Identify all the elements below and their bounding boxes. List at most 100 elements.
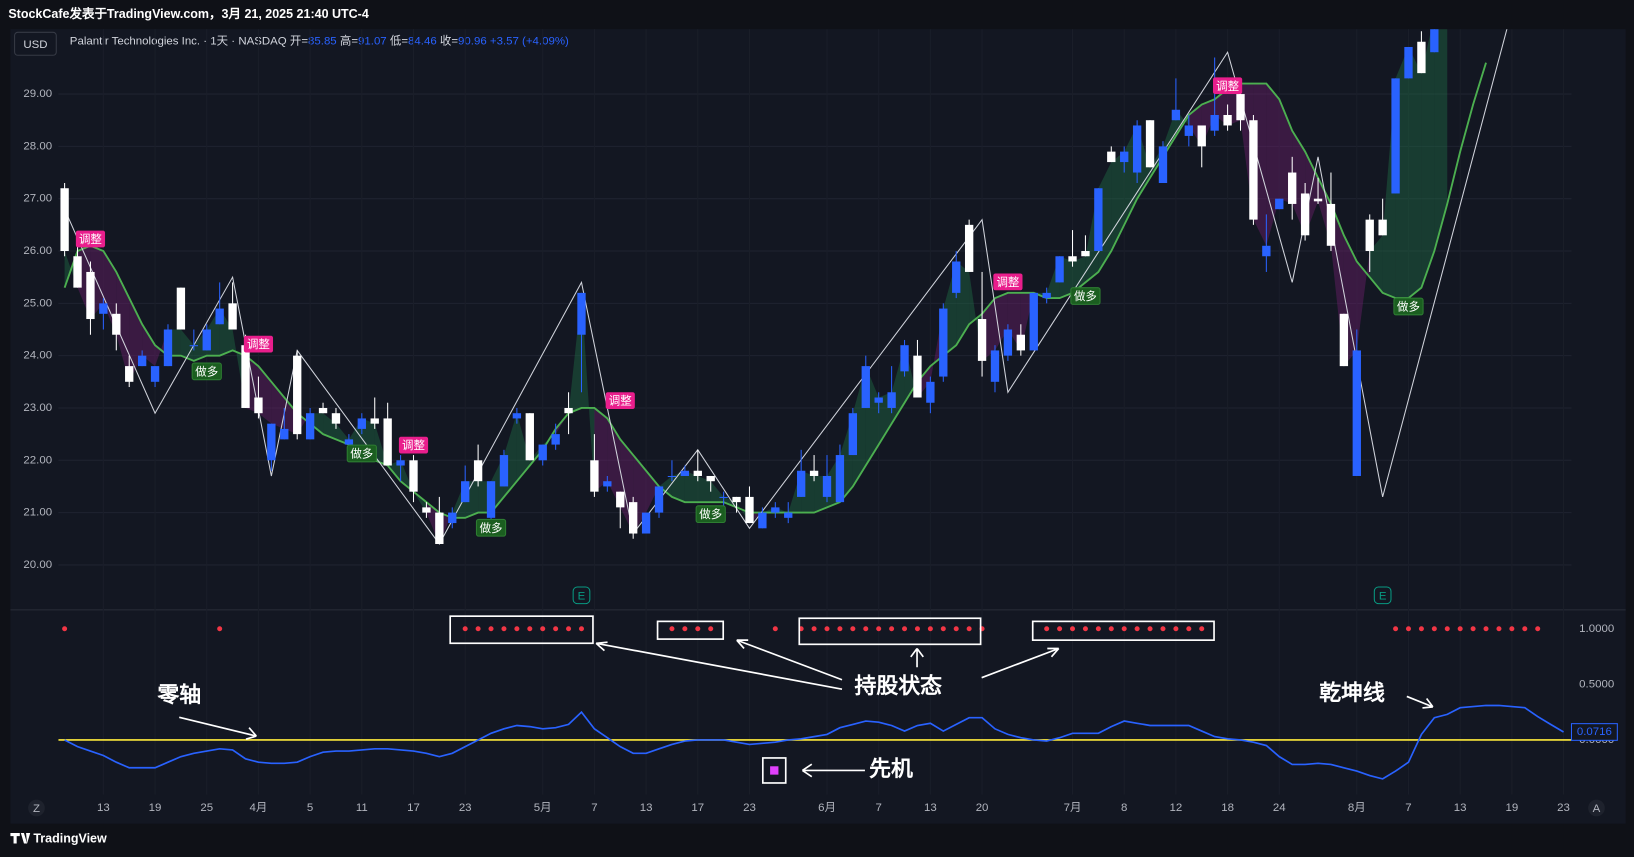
x-tick-label: 25	[200, 802, 213, 814]
candle-body	[913, 355, 922, 398]
holding-dot	[1173, 626, 1179, 632]
currency[interactable]: USD	[23, 39, 47, 51]
signal-badge	[1393, 297, 1424, 316]
candle-body	[939, 308, 948, 377]
holding-dot	[1121, 626, 1127, 632]
currency-button[interactable]	[14, 31, 57, 56]
candle-body	[887, 392, 896, 408]
candle-body	[1391, 78, 1400, 194]
header: StockCafe发表于TradingView.com，3月 21, 2025 …	[8, 6, 369, 21]
separator: ·	[231, 36, 235, 48]
holding-dot	[1393, 626, 1399, 632]
x-tick-label: 17	[691, 802, 704, 814]
signal-label: 做多	[1074, 289, 1097, 303]
x-tick-label: 13	[640, 802, 653, 814]
candle-body	[964, 224, 974, 272]
candle-body	[1094, 188, 1103, 252]
candle-body	[499, 455, 509, 487]
ribbon	[581, 292, 595, 492]
symbol: Palantir Technologies Inc.	[70, 36, 200, 48]
candle-body	[60, 188, 69, 252]
arrow	[179, 716, 257, 740]
y-tick-label: 22.00	[23, 454, 52, 466]
holding-dot	[695, 626, 701, 632]
x-tick-label: 19	[1505, 802, 1518, 814]
candle-body	[344, 439, 354, 445]
candle-body	[1068, 256, 1077, 262]
x-tick-label: 19	[149, 802, 162, 814]
holding-dot	[1082, 626, 1088, 632]
ribbon	[1421, 29, 1435, 288]
candle-body	[952, 261, 961, 293]
signal-badge	[75, 230, 106, 248]
y-tick-label: 23.00	[23, 402, 52, 414]
ribbon	[1434, 29, 1448, 252]
ribbon	[271, 381, 285, 429]
signal-label: 做多	[1397, 300, 1420, 314]
holding-dot	[578, 626, 584, 632]
candle-body	[900, 345, 909, 372]
candle-body	[835, 455, 845, 503]
candle-body	[590, 460, 599, 492]
candle-body	[1262, 245, 1271, 257]
button-label[interactable]: A	[1593, 803, 1601, 815]
signal-badge	[191, 362, 222, 381]
holding-dot	[1509, 626, 1515, 632]
holding-dot	[462, 626, 468, 632]
notes: 零轴 持股状态 先机 乾坤线	[156, 615, 1434, 784]
ribbon	[930, 308, 944, 382]
signal-badge	[1070, 287, 1101, 305]
y-tick-label: 27.00	[23, 193, 52, 205]
x-tick-label: 24	[1273, 802, 1286, 814]
candle-body	[1042, 292, 1051, 299]
low-label: 低=	[390, 35, 408, 48]
candle-body	[1197, 125, 1206, 147]
holding-dot	[527, 626, 533, 632]
ribbon	[1162, 109, 1176, 157]
signal-badge	[243, 335, 274, 353]
open-label: 开=	[290, 36, 308, 48]
candle-body	[1300, 193, 1310, 236]
signal-badge	[475, 518, 507, 537]
button[interactable]	[28, 799, 45, 817]
ribbon	[103, 251, 117, 335]
earnings-label: E	[578, 590, 586, 602]
earnings-label: E	[1379, 590, 1387, 602]
candle-body	[745, 496, 754, 524]
candle-body	[680, 470, 690, 476]
candle-body	[1339, 313, 1349, 367]
holding-dot	[553, 626, 559, 632]
x-tick-label: 7	[1405, 802, 1411, 814]
candle-body	[693, 470, 702, 476]
candle-body	[603, 481, 612, 487]
x-tick-label: 13	[924, 802, 937, 814]
button[interactable]	[1588, 799, 1605, 817]
candle-body	[809, 470, 819, 476]
candle-body	[215, 308, 224, 325]
open: 85.85	[308, 36, 337, 48]
holding-box	[656, 620, 725, 640]
arrow	[736, 639, 843, 681]
holding-box	[449, 615, 594, 645]
axes: 20.00 21.00 22.00 23.00 24.00 25.00 26.00 27.00…	[23, 88, 1618, 814]
close: 90.96	[458, 36, 487, 48]
ribbon	[684, 470, 698, 503]
candle-body	[473, 460, 483, 482]
candle-body	[267, 423, 276, 461]
candle-body	[112, 313, 121, 335]
holding-dot	[1444, 626, 1450, 632]
change: +3.57	[490, 36, 519, 48]
signal-badge	[993, 273, 1023, 291]
arrow	[595, 641, 843, 690]
button-label[interactable]: Z	[33, 803, 40, 815]
candle-body	[564, 407, 573, 414]
candle-body	[280, 428, 289, 440]
candle-body	[1132, 125, 1142, 173]
holding-dot	[966, 626, 972, 632]
holding-dot	[863, 626, 869, 632]
holding-box	[1031, 620, 1215, 641]
candle-body	[1365, 219, 1374, 252]
candle-body	[1184, 125, 1193, 136]
candle-body	[293, 355, 302, 435]
holding-dot	[1483, 626, 1489, 632]
